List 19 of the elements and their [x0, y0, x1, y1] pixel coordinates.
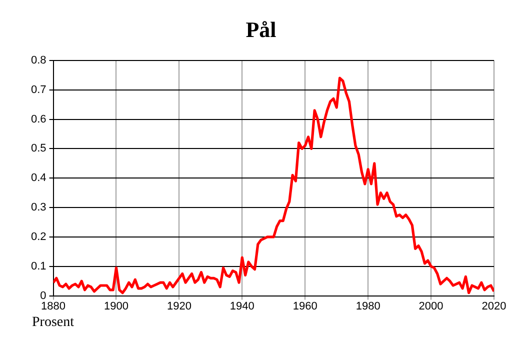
x-tick-label: 1880	[41, 300, 66, 312]
y-tick-label: 0.4	[30, 172, 46, 184]
x-tick-label: 1940	[230, 300, 254, 312]
x-tick-label: 1920	[166, 300, 192, 312]
x-tick-label: 1980	[356, 300, 380, 312]
y-tick-label: 0.8	[30, 54, 46, 66]
x-tick-label: 1900	[104, 300, 128, 312]
x-tick-label: 1960	[292, 300, 318, 312]
y-tick-label: 0.7	[30, 84, 46, 96]
x-tick-label: 2020	[482, 300, 506, 312]
chart-title: Pål	[246, 16, 276, 42]
y-tick-label: 0.3	[30, 202, 46, 214]
y-axis-title: Prosent	[32, 315, 74, 330]
y-tick-label: 0.6	[30, 113, 46, 126]
y-tick-label: 0	[40, 290, 46, 302]
y-tick-label: 0.1	[30, 260, 46, 272]
x-tick-label: 2000	[418, 300, 444, 312]
y-tick-label: 0.5	[30, 142, 46, 155]
y-tick-label: 0.2	[30, 230, 46, 243]
